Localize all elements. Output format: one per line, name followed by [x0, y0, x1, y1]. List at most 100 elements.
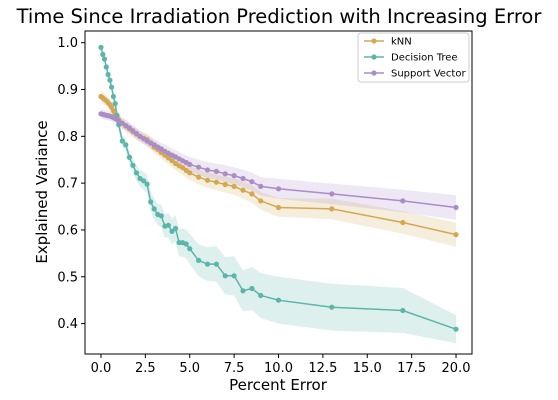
support-vector-legend-label: Support Vector [391, 69, 466, 80]
decision-tree-point [107, 77, 113, 83]
knn-point [231, 183, 237, 189]
decision-tree-point [126, 154, 132, 160]
support-vector-point [249, 179, 255, 185]
knn-point [187, 170, 193, 176]
decision-tree-point [103, 64, 109, 70]
decision-tree-point [151, 206, 157, 212]
decision-tree-legend-label: Decision Tree [391, 53, 458, 64]
knn-point [453, 232, 459, 238]
knn-point [249, 191, 255, 197]
x-axis-ticks: 0.0 2.5 5.0 7.5 10.0 12.5 15.0 17.5 20.0 [91, 354, 471, 376]
decision-tree-point [123, 142, 129, 148]
knn-point [240, 187, 246, 193]
decision-tree-point [231, 273, 237, 279]
support-vector-point [204, 167, 211, 173]
support-vector-point [240, 175, 246, 182]
x-tick-label: 12.5 [308, 361, 337, 376]
knn-legend-marker [371, 38, 377, 44]
support-vector-point [453, 204, 459, 211]
knn-point [165, 155, 171, 161]
legend-frame [357, 32, 470, 83]
decision-tree-legend-marker [371, 54, 377, 60]
knn-point [180, 165, 186, 171]
confidence-bands [101, 45, 456, 344]
support-vector-point [222, 171, 228, 177]
decision-tree-point [329, 304, 335, 310]
decision-tree-point [109, 84, 115, 90]
x-tick-label: 10.0 [264, 361, 293, 376]
knn-point [204, 177, 211, 183]
x-axis-label: Percent Error [229, 376, 328, 394]
decision-tree-point [110, 93, 116, 100]
legend: kNN Decision Tree Support Vector [357, 32, 470, 83]
decision-tree-point [222, 273, 228, 279]
knn-point [275, 204, 282, 211]
decision-tree-band [101, 45, 456, 344]
knn-point [196, 174, 202, 180]
decision-tree-point [119, 138, 125, 144]
decision-tree-point [105, 71, 111, 78]
decision-tree-point [172, 225, 179, 232]
decision-tree-point [275, 297, 282, 303]
support-vector-legend-marker [371, 70, 377, 76]
support-vector-point [126, 125, 132, 131]
y-tick-label: 0.8 [57, 130, 78, 145]
support-vector-point [258, 183, 264, 189]
decision-tree-point [165, 222, 171, 228]
decision-tree-point [169, 228, 175, 234]
x-tick-label: 15.0 [353, 361, 382, 376]
x-tick-label: 5.0 [179, 361, 200, 376]
decision-tree-point [196, 257, 202, 263]
support-vector-point [231, 173, 237, 179]
decision-tree-point [187, 246, 193, 252]
y-tick-label: 1.0 [57, 36, 78, 51]
decision-tree-point [249, 285, 255, 292]
decision-tree-point [183, 241, 189, 247]
y-tick-label: 0.7 [57, 177, 78, 192]
y-axis-label: Explained Variance [33, 120, 51, 263]
y-tick-label: 0.9 [57, 83, 78, 98]
decision-tree-point [453, 326, 459, 332]
y-axis-ticks: 0.4 0.5 0.6 0.7 0.8 0.9 1.0 [57, 36, 85, 332]
decision-tree-point [130, 162, 136, 168]
decision-tree-point [258, 292, 264, 299]
knn-point [400, 219, 406, 226]
decision-tree-point [400, 307, 406, 314]
decision-tree-point [141, 178, 147, 184]
decision-tree-point [100, 51, 106, 58]
support-vector-band [101, 109, 456, 220]
decision-tree-point [144, 181, 150, 187]
support-vector-point [400, 198, 406, 204]
chart-title: Time Since Irradiation Prediction with I… [16, 5, 543, 28]
decision-tree-point [213, 261, 219, 267]
decision-tree-point [240, 288, 246, 294]
knn-legend-label: kNN [391, 37, 412, 48]
decision-tree-point [204, 261, 211, 267]
support-vector-point [329, 191, 335, 197]
knn-point [222, 181, 228, 188]
y-tick-label: 0.6 [57, 223, 78, 238]
y-tick-label: 0.4 [57, 317, 78, 332]
knn-point [169, 158, 175, 164]
knn-point [329, 206, 335, 212]
knn-point [258, 198, 264, 204]
decision-tree-point [158, 213, 164, 219]
y-tick-label: 0.5 [57, 270, 78, 285]
support-vector-point [130, 128, 136, 134]
x-tick-label: 20.0 [442, 361, 471, 376]
decision-tree-point [101, 56, 108, 62]
support-vector-point [196, 164, 202, 170]
support-vector-point [275, 186, 282, 192]
x-tick-label: 7.5 [224, 361, 245, 376]
knn-band [101, 90, 456, 247]
support-vector-point [187, 161, 193, 167]
decision-tree-point [133, 170, 140, 176]
knn-point [213, 179, 219, 185]
decision-tree-point [98, 44, 104, 51]
decision-tree-point [148, 199, 154, 205]
support-vector-point [213, 168, 219, 174]
decision-tree-point [112, 101, 118, 107]
x-tick-label: 17.5 [397, 361, 426, 376]
support-vector-point [133, 130, 140, 137]
